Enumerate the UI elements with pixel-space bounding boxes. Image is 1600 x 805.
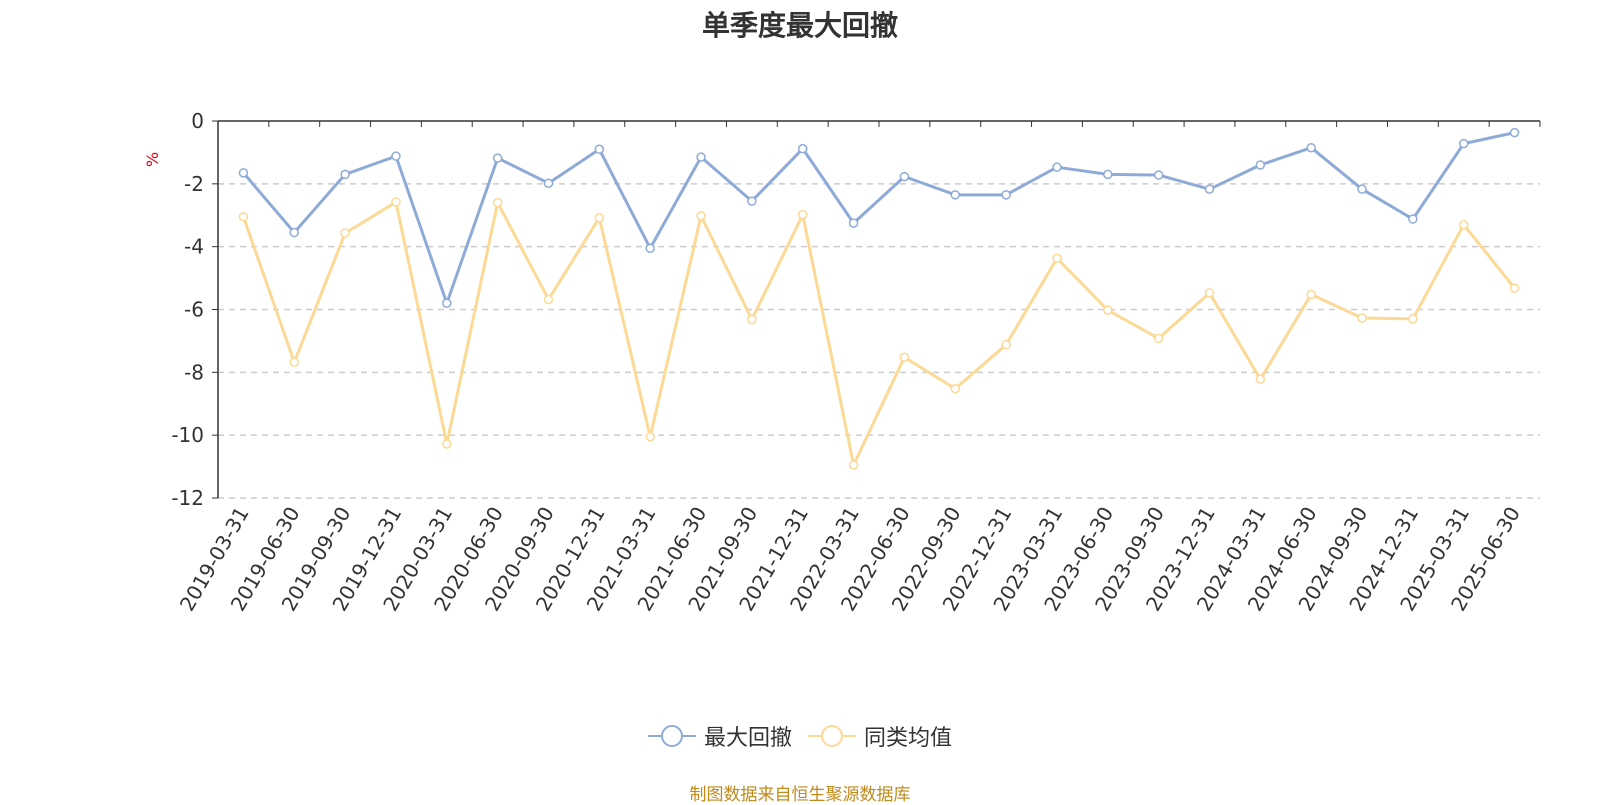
data-point-series1	[645, 243, 655, 253]
data-point-series1	[543, 178, 554, 188]
data-point-series1	[1306, 142, 1316, 153]
data-point-series1	[1509, 127, 1520, 138]
data-point-series1	[1204, 184, 1215, 194]
data-point-series2	[238, 212, 249, 222]
legend-swatch-series1	[647, 725, 696, 747]
y-tick-label: 0	[191, 109, 204, 133]
legend-label-series2: 同类均值	[864, 726, 953, 751]
data-point-series2	[543, 294, 554, 305]
data-point-series1	[289, 227, 300, 238]
y-tick-label: -4	[184, 235, 204, 259]
data-point-series2	[950, 383, 961, 394]
y-tick-label: -8	[184, 360, 204, 384]
data-point-series2	[442, 439, 452, 449]
data-point-series2	[1204, 288, 1215, 298]
series-line-1	[242, 131, 1515, 305]
data-point-series2	[1458, 219, 1469, 230]
data-point-series1	[747, 196, 757, 206]
data-point-series2	[899, 352, 910, 363]
data-point-series2	[289, 357, 300, 368]
data-point-series2	[391, 197, 401, 207]
data-point-series2	[1255, 374, 1266, 384]
legend-item-series2[interactable]: 同类均值	[808, 720, 952, 752]
legend-label-series1: 最大回撤	[703, 726, 792, 751]
y-tick-label: -6	[184, 298, 204, 322]
data-point-series2	[1001, 339, 1011, 350]
data-point-series2	[848, 460, 859, 470]
data-point-series2	[1509, 283, 1520, 293]
data-point-series2	[1052, 253, 1062, 264]
legend: 最大回撤 同类均值	[0, 720, 1600, 752]
data-point-series2	[797, 209, 808, 220]
data-point-series2	[340, 228, 350, 238]
data-point-series2	[1306, 289, 1316, 300]
data-point-series1	[594, 144, 605, 155]
source-footer: 制图数据来自恒生聚源数据库	[689, 785, 911, 805]
data-point-series1	[492, 153, 503, 163]
data-point-series1	[696, 152, 706, 162]
data-point-series1	[899, 171, 910, 182]
data-point-series2	[645, 431, 655, 442]
data-point-series1	[391, 151, 401, 161]
data-point-series1	[848, 218, 859, 228]
data-point-series2	[1357, 313, 1367, 323]
data-point-series1	[238, 168, 249, 178]
line-chart: 0-2-4-6-8-10-12%2019-03-312019-06-302019…	[143, 109, 1541, 615]
data-point-series1	[1458, 138, 1469, 149]
data-point-series1	[1153, 170, 1164, 180]
data-point-series2	[594, 213, 605, 223]
data-point-series1	[340, 169, 350, 180]
legend-swatch-series2	[808, 725, 856, 747]
series-line-2	[242, 200, 1516, 467]
data-point-series2	[1103, 305, 1113, 315]
data-point-series1	[950, 190, 961, 200]
y-tick-label: -10	[171, 423, 204, 447]
y-tick-label: -2	[184, 172, 204, 196]
data-point-series2	[696, 211, 706, 221]
data-point-series1	[1001, 190, 1011, 200]
data-point-series2	[1153, 333, 1164, 344]
data-point-series1	[1255, 160, 1266, 170]
data-point-series2	[1408, 314, 1418, 324]
data-point-series1	[1408, 214, 1418, 224]
data-point-series1	[442, 298, 452, 308]
data-point-series1	[1103, 169, 1113, 180]
chart-title: 单季度最大回撤	[701, 9, 898, 42]
data-point-series1	[1052, 162, 1062, 172]
data-point-series2	[747, 314, 757, 325]
y-tick-label: -12	[171, 486, 204, 510]
data-point-series1	[1357, 184, 1367, 194]
data-point-series1	[797, 143, 808, 154]
y-axis-unit-label: %	[143, 152, 162, 167]
data-point-series2	[492, 197, 503, 208]
legend-item-series1[interactable]: 最大回撤	[647, 720, 792, 752]
